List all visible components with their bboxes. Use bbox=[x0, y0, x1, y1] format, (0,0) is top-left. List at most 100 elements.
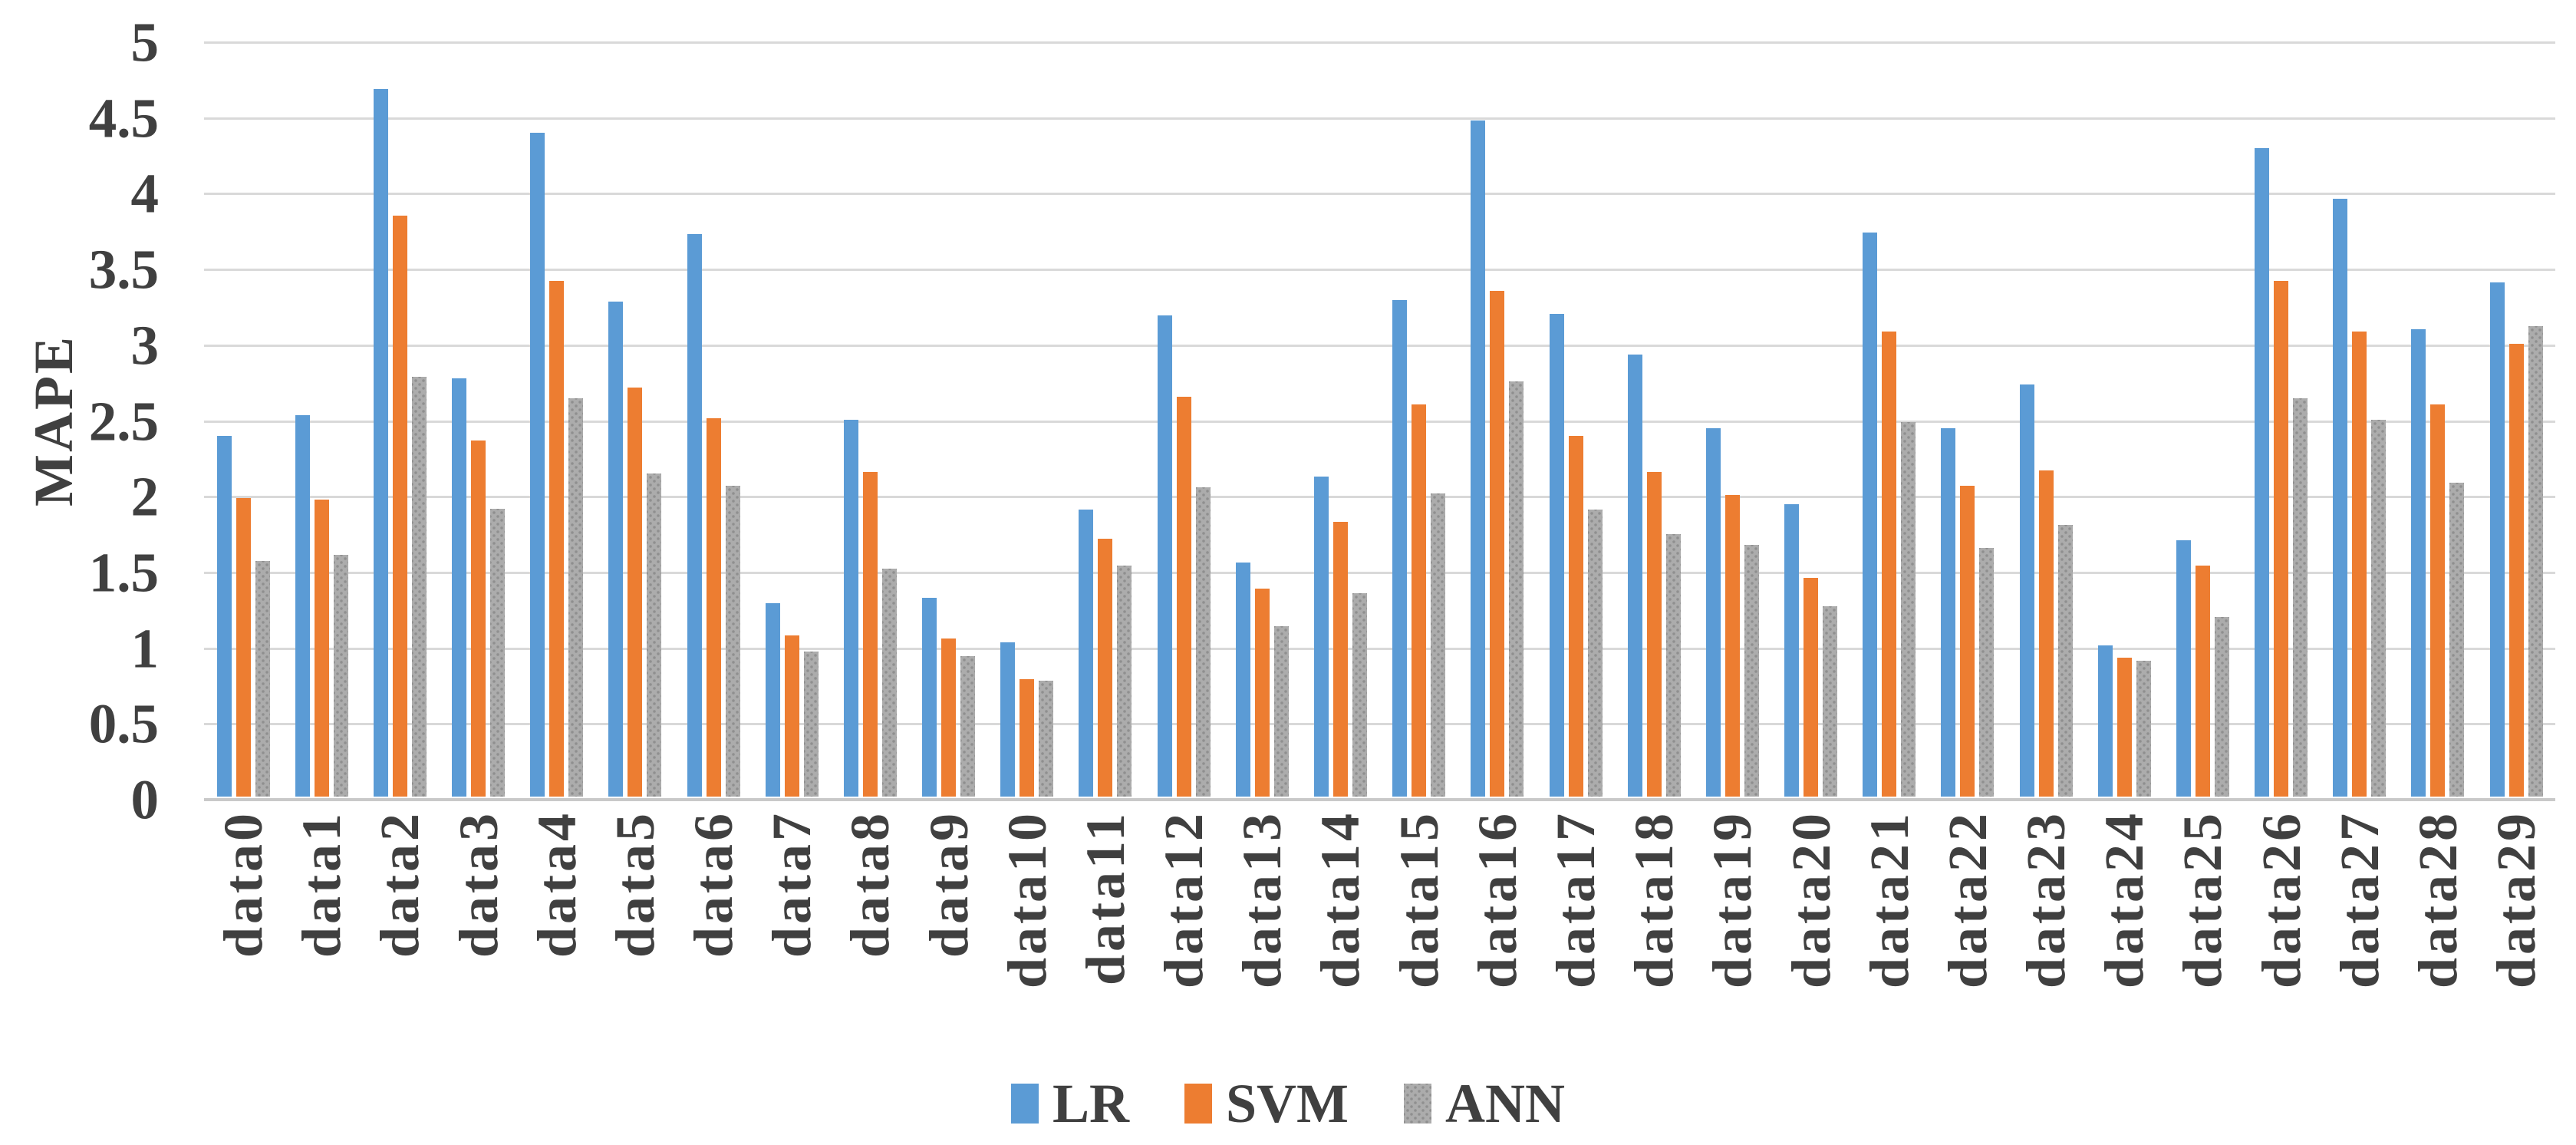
x-axis-label: data1 bbox=[291, 810, 353, 959]
bar-ann-data23 bbox=[2057, 525, 2073, 797]
bar-group bbox=[2163, 42, 2242, 797]
bar-svm-data9 bbox=[941, 638, 957, 797]
bar-svm-data4 bbox=[549, 280, 565, 797]
x-label-slot: data18 bbox=[1615, 810, 1693, 1075]
bar-ann-data29 bbox=[2528, 325, 2543, 797]
bar-svm-data22 bbox=[1960, 486, 1975, 797]
bar-group bbox=[2085, 42, 2163, 797]
legend-item-lr: LR bbox=[1010, 1076, 1129, 1131]
gridline bbox=[204, 41, 2555, 44]
x-axis-label: data7 bbox=[761, 810, 823, 959]
bar-lr-data29 bbox=[2489, 282, 2505, 797]
bar-svm-data3 bbox=[471, 441, 486, 797]
bar-group bbox=[2477, 42, 2555, 797]
bar-svm-data19 bbox=[1724, 494, 1740, 797]
bar-ann-data5 bbox=[647, 474, 662, 797]
bar-group bbox=[1066, 42, 1145, 797]
gridline bbox=[204, 269, 2555, 272]
bar-svm-data2 bbox=[392, 216, 407, 797]
bar-ann-data1 bbox=[333, 555, 348, 797]
bar-group bbox=[282, 42, 361, 797]
bar-group bbox=[2399, 42, 2477, 797]
x-axis-label: data19 bbox=[1701, 810, 1764, 989]
bar-ann-data6 bbox=[725, 486, 740, 797]
bar-lr-data20 bbox=[1784, 503, 1800, 797]
bar-svm-data8 bbox=[862, 472, 878, 797]
y-tick-label: 2.5 bbox=[88, 390, 159, 452]
bar-ann-data17 bbox=[1587, 510, 1603, 797]
y-tick-label: 3.5 bbox=[88, 238, 159, 301]
legend-item-svm: SVM bbox=[1184, 1076, 1349, 1131]
x-label-slot: data26 bbox=[2242, 810, 2320, 1075]
bar-lr-data0 bbox=[216, 436, 232, 797]
x-label-slot: data14 bbox=[1301, 810, 1379, 1075]
bar-group bbox=[2242, 42, 2320, 797]
gridline bbox=[204, 571, 2555, 574]
x-label-slot: data9 bbox=[910, 810, 988, 1075]
x-axis-label: data8 bbox=[839, 810, 901, 959]
x-axis-label: data10 bbox=[996, 810, 1058, 989]
x-label-slot: data27 bbox=[2321, 810, 2399, 1075]
bar-group bbox=[1145, 42, 1223, 797]
gridline bbox=[204, 647, 2555, 650]
bar-svm-data6 bbox=[706, 417, 721, 797]
x-label-slot: data15 bbox=[1380, 810, 1458, 1075]
bar-svm-data21 bbox=[1882, 332, 1897, 797]
bar-lr-data23 bbox=[2019, 384, 2034, 797]
bar-lr-data26 bbox=[2255, 147, 2270, 797]
gridline bbox=[204, 420, 2555, 423]
x-label-slot: data28 bbox=[2399, 810, 2477, 1075]
bar-group bbox=[1380, 42, 1458, 797]
bar-svm-data17 bbox=[1568, 436, 1583, 797]
x-label-slot: data8 bbox=[831, 810, 909, 1075]
bar-lr-data18 bbox=[1627, 354, 1642, 797]
bar-lr-data28 bbox=[2411, 328, 2426, 797]
x-label-slot: data6 bbox=[674, 810, 753, 1075]
bar-svm-data1 bbox=[314, 499, 329, 797]
bar-lr-data2 bbox=[373, 88, 388, 797]
x-label-slot: data20 bbox=[1771, 810, 1850, 1075]
bar-lr-data12 bbox=[1157, 315, 1172, 797]
bar-svm-data25 bbox=[2195, 566, 2210, 797]
bar-lr-data27 bbox=[2333, 199, 2348, 797]
bar-ann-data26 bbox=[2293, 398, 2308, 797]
bar-lr-data4 bbox=[530, 132, 545, 797]
y-axis-tick-labels: 0 0.5 1 1.5 2 2.5 3 3.5 4 4.5 5 bbox=[0, 15, 160, 828]
y-tick-label: 2 bbox=[130, 465, 160, 528]
gridline bbox=[204, 496, 2555, 499]
x-label-slot: data25 bbox=[2163, 810, 2242, 1075]
x-label-slot: data17 bbox=[1537, 810, 1615, 1075]
bar-svm-data20 bbox=[1804, 577, 1819, 797]
x-label-slot: data19 bbox=[1693, 810, 1771, 1075]
x-axis-label: data24 bbox=[2093, 810, 2156, 989]
x-label-slot: data5 bbox=[596, 810, 674, 1075]
bar-lr-data21 bbox=[1863, 232, 1878, 797]
bar-group bbox=[1850, 42, 1929, 797]
legend-swatch-ann bbox=[1404, 1084, 1432, 1124]
x-axis-label: data20 bbox=[1780, 810, 1842, 989]
x-label-slot: data24 bbox=[2085, 810, 2163, 1075]
bar-svm-data18 bbox=[1646, 472, 1662, 797]
x-axis-label: data29 bbox=[2485, 810, 2548, 989]
bar-group bbox=[518, 42, 596, 797]
x-axis-line bbox=[204, 798, 2555, 801]
legend-swatch-svm bbox=[1184, 1084, 1213, 1124]
x-axis-label: data22 bbox=[1936, 810, 1998, 989]
bar-lr-data25 bbox=[2176, 540, 2191, 797]
bar-ann-data11 bbox=[1117, 566, 1132, 797]
bar-lr-data1 bbox=[295, 414, 310, 797]
bar-lr-data13 bbox=[1235, 563, 1250, 797]
bar-group bbox=[910, 42, 988, 797]
bar-ann-data28 bbox=[2449, 483, 2465, 797]
x-label-slot: data13 bbox=[1223, 810, 1301, 1075]
x-label-slot: data29 bbox=[2477, 810, 2555, 1075]
bar-svm-data12 bbox=[1176, 397, 1191, 797]
y-tick-label: 3 bbox=[130, 314, 160, 377]
x-axis-label: data17 bbox=[1545, 810, 1606, 989]
y-tick-label: 1 bbox=[130, 617, 160, 680]
x-axis-label: data21 bbox=[1858, 810, 1920, 989]
bar-group bbox=[1929, 42, 2007, 797]
bar-group bbox=[1537, 42, 1615, 797]
x-axis-label: data11 bbox=[1074, 810, 1136, 986]
